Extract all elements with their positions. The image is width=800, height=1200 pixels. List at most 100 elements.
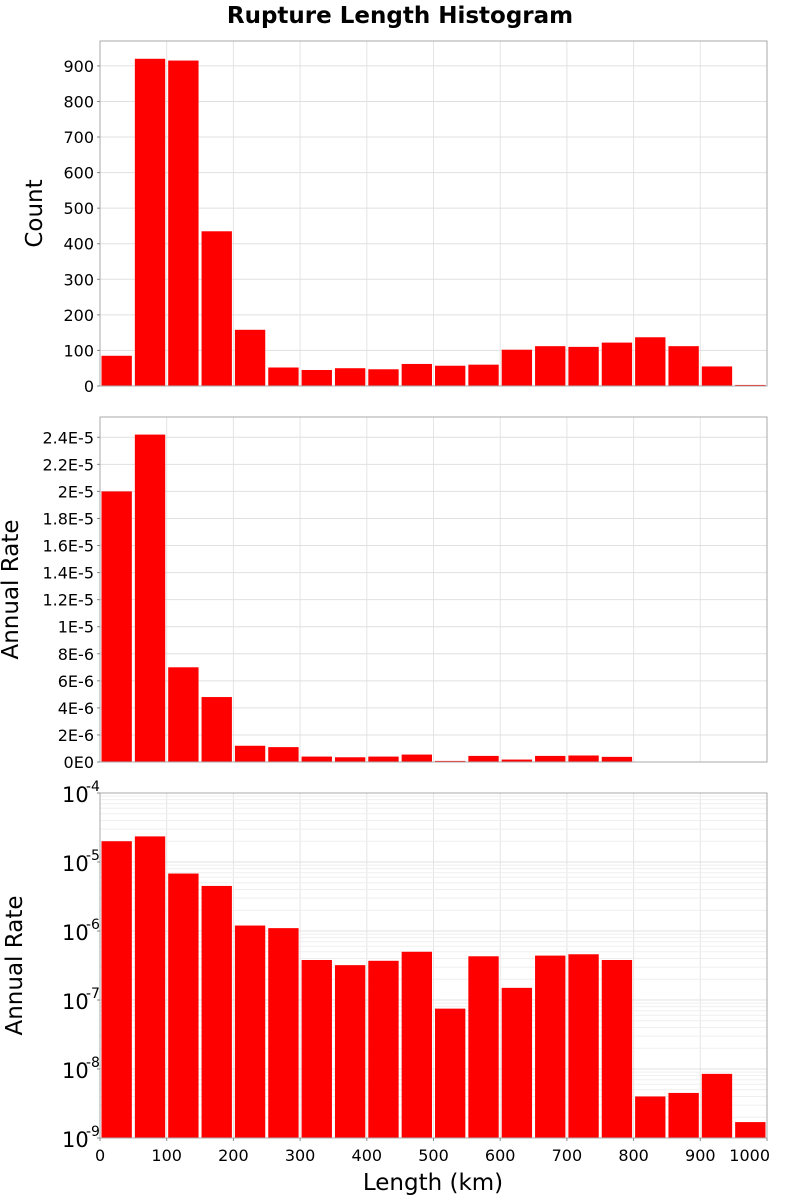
bar [635, 337, 666, 386]
y-tick-exponent: -5 [86, 848, 100, 864]
x-tick-label: 900 [685, 1146, 716, 1165]
bar [168, 667, 199, 762]
bar [268, 928, 299, 1138]
y-tick-label: 100 [63, 341, 94, 360]
x-tick-label: 700 [552, 1146, 583, 1165]
bar [601, 756, 633, 762]
bar [134, 58, 166, 386]
bar [368, 756, 399, 762]
x-tick-label: 500 [418, 1146, 449, 1165]
y-tick-label: 10 [62, 990, 89, 1014]
y-tick-label: 2E-6 [58, 726, 94, 745]
y-tick-exponent: -4 [86, 779, 100, 795]
bar [268, 367, 299, 386]
bar [368, 369, 399, 386]
x-axis-title: Length (km) [363, 1170, 503, 1196]
bar [435, 365, 466, 386]
bar [701, 1073, 733, 1138]
bar [468, 755, 499, 762]
bar [601, 342, 633, 386]
y-tick-label: 10 [62, 1059, 89, 1083]
panel-2: 0E0 2E-6 4E-6 6E-6 8E-6 1E-5 1.2E-5 1.4E-5 1.6E-… [0, 416, 768, 772]
y-tick-exponent: -7 [86, 986, 100, 1002]
bar [201, 697, 232, 762]
bar [401, 951, 432, 1138]
y-tick-label: 4E-6 [58, 699, 94, 718]
bar [268, 747, 299, 762]
x-tick-label: 800 [618, 1146, 649, 1165]
x-tick-label: 400 [352, 1146, 383, 1165]
x-tick-label: 600 [485, 1146, 516, 1165]
bar [501, 987, 533, 1138]
plot-border [99, 416, 768, 763]
bar [334, 368, 366, 386]
y-axis-title: Annual Rate [0, 520, 24, 660]
y-tick-label: 700 [63, 128, 94, 147]
y-tick-label: 1.2E-5 [42, 591, 94, 610]
bar [535, 955, 566, 1138]
bar [168, 60, 199, 386]
panel-1: 0 100 200 300 400 500 600 700 800 900 Count [22, 40, 768, 396]
y-tick-label: 0E0 [64, 753, 94, 772]
bar [535, 346, 566, 386]
bar [501, 349, 533, 386]
x-tick-label: 1000 [729, 1146, 770, 1165]
bar [201, 885, 232, 1138]
bar [668, 346, 699, 386]
y-tick-exponent: -6 [86, 917, 100, 933]
bar [368, 960, 399, 1138]
bar [301, 959, 332, 1138]
y-tick-exponent: -9 [86, 1124, 100, 1140]
y-tick-label: 500 [63, 199, 94, 218]
bar [435, 760, 466, 762]
bar [468, 364, 499, 386]
y-tick-label: 2E-5 [58, 482, 94, 501]
y-tick-label: 10 [62, 921, 89, 945]
chart-title: Rupture Length Histogram [227, 3, 573, 29]
bar [735, 384, 766, 386]
y-tick-label: 200 [63, 306, 94, 325]
y-tick-label: 10 [62, 1128, 89, 1152]
y-tick-label: 2.4E-5 [42, 428, 94, 447]
y-tick-label: 1.8E-5 [42, 509, 94, 528]
bar [568, 954, 599, 1138]
bar [401, 363, 432, 386]
bar [401, 754, 432, 762]
bar [334, 757, 366, 762]
y-tick-label: 400 [63, 235, 94, 254]
bar [568, 346, 599, 386]
bar [568, 755, 599, 762]
bar [468, 956, 499, 1138]
bar [101, 841, 132, 1138]
x-tick-label: 200 [218, 1146, 249, 1165]
bar [535, 755, 566, 762]
y-tick-label: 800 [63, 92, 94, 111]
x-tick-label: 100 [151, 1146, 182, 1165]
x-tick-label: 300 [285, 1146, 316, 1165]
bar [168, 873, 199, 1138]
y-tick-exponent: -8 [86, 1055, 100, 1071]
bar [134, 434, 166, 762]
y-axis-title: Annual Rate [2, 896, 28, 1036]
bar [701, 366, 733, 386]
y-tick-label: 0 [84, 377, 94, 396]
bar [234, 329, 266, 386]
bar [301, 756, 332, 762]
y-tick-label: 10 [62, 852, 89, 876]
bar [201, 231, 232, 386]
bar [735, 1122, 766, 1138]
y-tick-label: 2.2E-5 [42, 455, 94, 474]
y-tick-label: 10 [62, 783, 89, 807]
y-tick-label: 900 [63, 57, 94, 76]
bar [601, 959, 633, 1138]
bar [301, 369, 332, 386]
bar [668, 1092, 699, 1138]
bar [101, 355, 132, 386]
bar [101, 491, 132, 762]
y-tick-label: 600 [63, 164, 94, 183]
bar [435, 1008, 466, 1138]
plot-border [99, 40, 768, 387]
bar [134, 836, 166, 1138]
